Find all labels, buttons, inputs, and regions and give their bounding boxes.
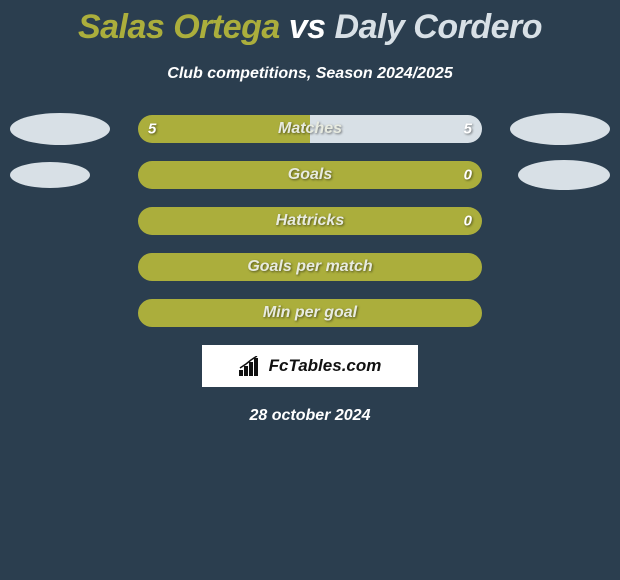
bar-track: Min per goal xyxy=(138,299,482,327)
stat-row: Goals per match xyxy=(0,253,620,281)
comparison-chart: 55Matches 0Goals 0Hattricks Goals per match… xyxy=(0,115,620,327)
indicator-right xyxy=(510,113,610,145)
indicator-right xyxy=(518,160,610,190)
stat-label: Min per goal xyxy=(140,304,480,322)
stat-row: 55Matches xyxy=(0,115,620,143)
bar-track: 55Matches xyxy=(138,115,482,143)
indicator-left xyxy=(10,113,110,145)
vs-text: vs xyxy=(280,8,335,46)
watermark-text: FcTables.com xyxy=(269,356,382,376)
stat-label: Matches xyxy=(138,120,482,138)
player2-name: Daly Cordero xyxy=(335,8,543,46)
stat-row: 0Hattricks xyxy=(0,207,620,235)
subtitle: Club competitions, Season 2024/2025 xyxy=(0,65,620,83)
bar-track: 0Hattricks xyxy=(138,207,482,235)
bar-track: 0Goals xyxy=(138,161,482,189)
player1-name: Salas Ortega xyxy=(78,8,280,46)
page-title: Salas Ortega vs Daly Cordero xyxy=(0,0,620,47)
bar-track: Goals per match xyxy=(138,253,482,281)
date-text: 28 october 2024 xyxy=(0,407,620,425)
watermark: FcTables.com xyxy=(202,345,418,387)
bars-icon xyxy=(239,356,263,376)
stat-row: Min per goal xyxy=(0,299,620,327)
stat-label: Goals xyxy=(138,166,482,184)
stat-row: 0Goals xyxy=(0,161,620,189)
stat-label: Hattricks xyxy=(138,212,482,230)
stat-label: Goals per match xyxy=(140,258,480,276)
indicator-left xyxy=(10,162,90,188)
